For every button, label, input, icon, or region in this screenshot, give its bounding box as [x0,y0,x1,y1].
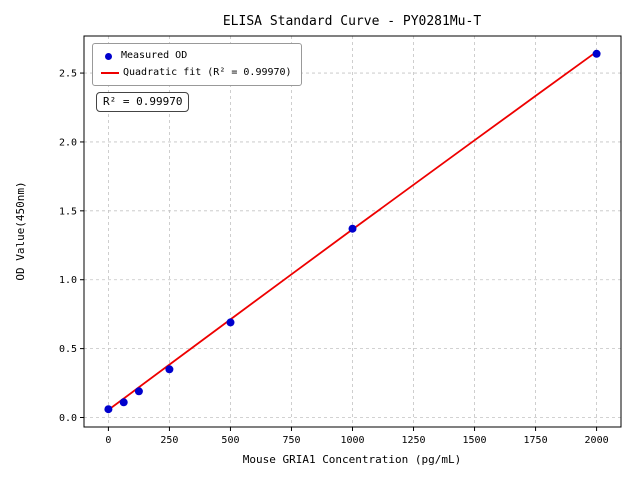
y-tick-label: 0.5 [59,344,77,355]
x-tick-label: 1250 [401,435,425,446]
x-tick-label: 1000 [340,435,364,446]
y-tick-label: 2.0 [59,137,77,148]
scatter-marker-icon [105,52,112,60]
data-point [134,387,143,396]
x-tick-label: 500 [221,435,239,446]
data-point [348,224,357,233]
y-tick-label: 1.0 [59,275,77,286]
x-tick-label: 1750 [524,435,548,446]
data-point [165,365,174,374]
y-tick-label: 0.0 [59,413,77,424]
x-tick-label: 1500 [462,435,486,446]
legend-label-measured-od: Measured OD [121,50,188,61]
r-squared-annotation: R² = 0.99970 [96,92,190,112]
x-tick-label: 0 [105,435,111,446]
data-point [104,405,113,414]
x-tick-label: 750 [282,435,300,446]
legend-label-quadratic-fit: Quadratic fit (R² = 0.99970) [123,67,292,78]
x-axis-label: Mouse GRIA1 Concentration (pg/mL) [243,453,462,466]
x-tick-label: 2000 [585,435,609,446]
legend-item-quadratic-fit: Quadratic fit (R² = 0.99970) [101,66,292,80]
y-tick-label: 1.5 [59,206,77,217]
line-marker-icon [101,72,119,74]
data-point [592,49,601,58]
y-axis-label: OD Value(450nm) [14,181,27,280]
data-point [226,318,235,327]
x-tick-label: 250 [160,435,178,446]
legend-item-measured-od: Measured OD [101,49,292,63]
chart-title: ELISA Standard Curve - PY0281Mu-T [223,14,481,29]
data-point [119,398,128,407]
legend: Measured OD Quadratic fit (R² = 0.99970) [92,43,302,86]
y-tick-label: 2.5 [59,69,77,80]
